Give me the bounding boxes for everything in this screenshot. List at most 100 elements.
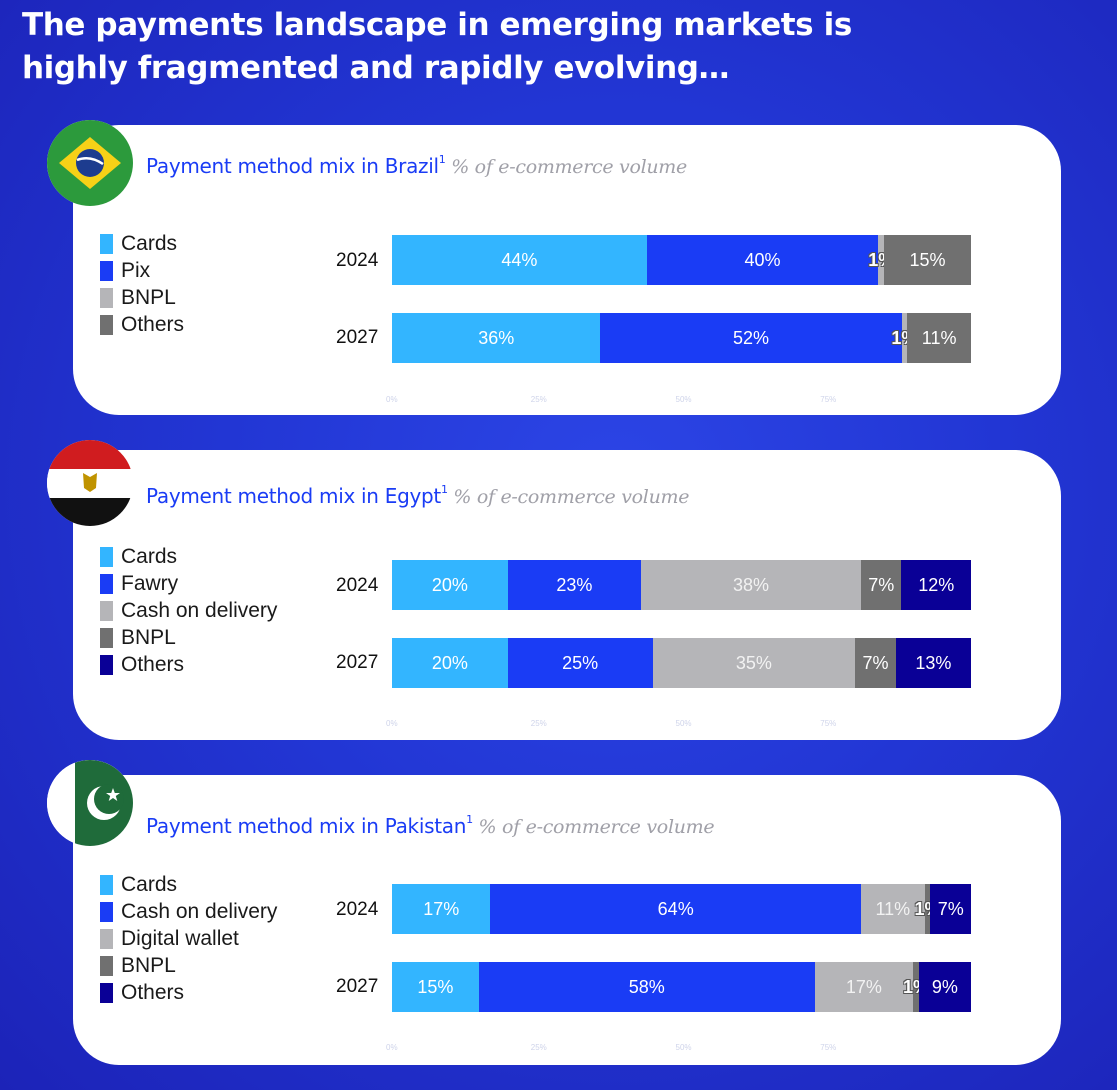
data-label: 11% bbox=[875, 898, 911, 919]
data-label: 40% bbox=[744, 249, 781, 270]
legend-item: Cash on delivery bbox=[100, 597, 277, 624]
bar-pakistan-2024: 17% 64% 11% 1% 7% bbox=[392, 884, 971, 934]
data-label: 17% bbox=[423, 898, 460, 919]
legend-label: Cards bbox=[121, 544, 178, 568]
headline-line-2: highly fragmented and rapidly evolving… bbox=[22, 50, 730, 86]
legend-item: Cards bbox=[100, 230, 184, 257]
data-label: 52% bbox=[732, 327, 769, 348]
data-label: 9% bbox=[931, 976, 958, 997]
legend-item: Others bbox=[100, 979, 277, 1006]
data-label: 20% bbox=[431, 652, 468, 673]
legend-item: Cards bbox=[100, 543, 277, 570]
data-label: 35% bbox=[735, 652, 772, 673]
x-tick-label: 0% bbox=[386, 1043, 398, 1052]
year-label: 2027 bbox=[336, 327, 379, 348]
legend-item: Cash on delivery bbox=[100, 898, 277, 925]
legend-label: Pix bbox=[121, 258, 151, 282]
legend-label: BNPL bbox=[121, 285, 176, 309]
legend-swatch bbox=[100, 546, 113, 567]
bar-brazil-2027: 36% 52% 1% 11% bbox=[392, 313, 971, 363]
legend-brazil: Cards Pix BNPL Others bbox=[100, 230, 184, 338]
panel-subtitle: % of e-commerce volume bbox=[472, 816, 715, 838]
bar-segment: 13% bbox=[895, 638, 971, 688]
data-label: 38% bbox=[732, 574, 769, 595]
x-tick-label: 75% bbox=[820, 719, 837, 728]
legend-swatch bbox=[100, 654, 113, 675]
legend-swatch bbox=[100, 901, 113, 922]
panel-title-main: Payment method mix in Pakistan bbox=[146, 814, 467, 838]
legend-swatch bbox=[100, 928, 113, 949]
bar-segment: 64% bbox=[490, 884, 861, 934]
year-label: 2024 bbox=[336, 899, 379, 920]
data-label: 11% bbox=[921, 327, 957, 348]
legend-item: BNPL bbox=[100, 952, 277, 979]
legend-label: Cards bbox=[121, 231, 178, 255]
data-label: 20% bbox=[431, 574, 468, 595]
bar-segment: 7% bbox=[860, 560, 902, 610]
legend-label: Fawry bbox=[121, 571, 179, 595]
headline: The payments landscape in emerging marke… bbox=[22, 4, 852, 90]
legend-egypt: Cards Fawry Cash on delivery BNPL Others bbox=[100, 543, 277, 678]
legend-label: BNPL bbox=[121, 625, 176, 649]
legend-swatch bbox=[100, 627, 113, 648]
footnote-marker: 1 bbox=[440, 483, 448, 497]
data-label: 64% bbox=[657, 898, 694, 919]
bar-segment: 20% bbox=[392, 560, 508, 610]
bar-segment: 35% bbox=[652, 638, 856, 688]
bar-segment: 58% bbox=[478, 962, 815, 1012]
legend-item: Others bbox=[100, 651, 277, 678]
panel-title-main: Payment method mix in Brazil bbox=[146, 154, 439, 178]
bar-segment: 7% bbox=[855, 638, 896, 688]
legend-swatch bbox=[100, 874, 113, 895]
x-tick-label: 0% bbox=[386, 395, 398, 404]
legend-swatch bbox=[100, 314, 113, 335]
panel-subtitle: % of e-commerce volume bbox=[447, 486, 690, 508]
bar-brazil-2024: 44% 40% 1% 15% bbox=[392, 235, 971, 285]
data-label: 7% bbox=[862, 652, 889, 673]
legend-label: Others bbox=[121, 652, 185, 676]
data-label: 15% bbox=[417, 976, 454, 997]
bar-segment: 9% bbox=[918, 962, 971, 1012]
bar-segment: 17% bbox=[814, 962, 914, 1012]
legend-label: BNPL bbox=[121, 953, 176, 977]
legend-label: Digital wallet bbox=[121, 926, 239, 950]
x-tick-label: 0% bbox=[386, 719, 398, 728]
legend-item: Fawry bbox=[100, 570, 277, 597]
x-tick-label: 25% bbox=[530, 719, 547, 728]
data-label: 15% bbox=[909, 249, 946, 270]
bar-segment: 44% bbox=[392, 235, 647, 285]
bar-segment: 40% bbox=[646, 235, 879, 285]
legend-swatch bbox=[100, 955, 113, 976]
bar-segment: 36% bbox=[392, 313, 601, 363]
brazil-flag-icon bbox=[47, 120, 133, 206]
footnote-marker: 1 bbox=[466, 813, 473, 827]
panel-title-brazil: Payment method mix in Brazil1 % of e-com… bbox=[146, 153, 687, 178]
panel-title-egypt: Payment method mix in Egypt1 % of e-comm… bbox=[146, 483, 690, 508]
legend-label: Cash on delivery bbox=[121, 598, 278, 622]
pakistan-flag-icon bbox=[47, 760, 133, 846]
legend-item: Cards bbox=[100, 871, 277, 898]
legend-item: Digital wallet bbox=[100, 925, 277, 952]
x-tick-label: 25% bbox=[530, 1043, 547, 1052]
legend-swatch bbox=[100, 260, 113, 281]
year-label: 2027 bbox=[336, 652, 379, 673]
x-tick-label: 50% bbox=[675, 719, 692, 728]
x-tick-label: 75% bbox=[820, 1043, 837, 1052]
bar-segment: 17% bbox=[392, 884, 491, 934]
panel-subtitle: % of e-commerce volume bbox=[445, 156, 687, 178]
data-label: 12% bbox=[918, 574, 955, 595]
legend-label: Cards bbox=[121, 872, 178, 896]
data-label: 23% bbox=[556, 574, 593, 595]
data-label: 58% bbox=[628, 976, 665, 997]
year-label: 2027 bbox=[336, 976, 379, 997]
bar-segment: 11% bbox=[860, 884, 925, 934]
data-label: 7% bbox=[868, 574, 895, 595]
panel-title-main: Payment method mix in Egypt bbox=[146, 484, 441, 508]
data-label: 36% bbox=[478, 327, 515, 348]
bar-segment: 25% bbox=[507, 638, 653, 688]
bar-segment: 15% bbox=[392, 962, 479, 1012]
bar-segment: 20% bbox=[392, 638, 508, 688]
bar-segment: 38% bbox=[640, 560, 861, 610]
data-label: 13% bbox=[915, 652, 952, 673]
legend-label: Cash on delivery bbox=[121, 899, 278, 923]
